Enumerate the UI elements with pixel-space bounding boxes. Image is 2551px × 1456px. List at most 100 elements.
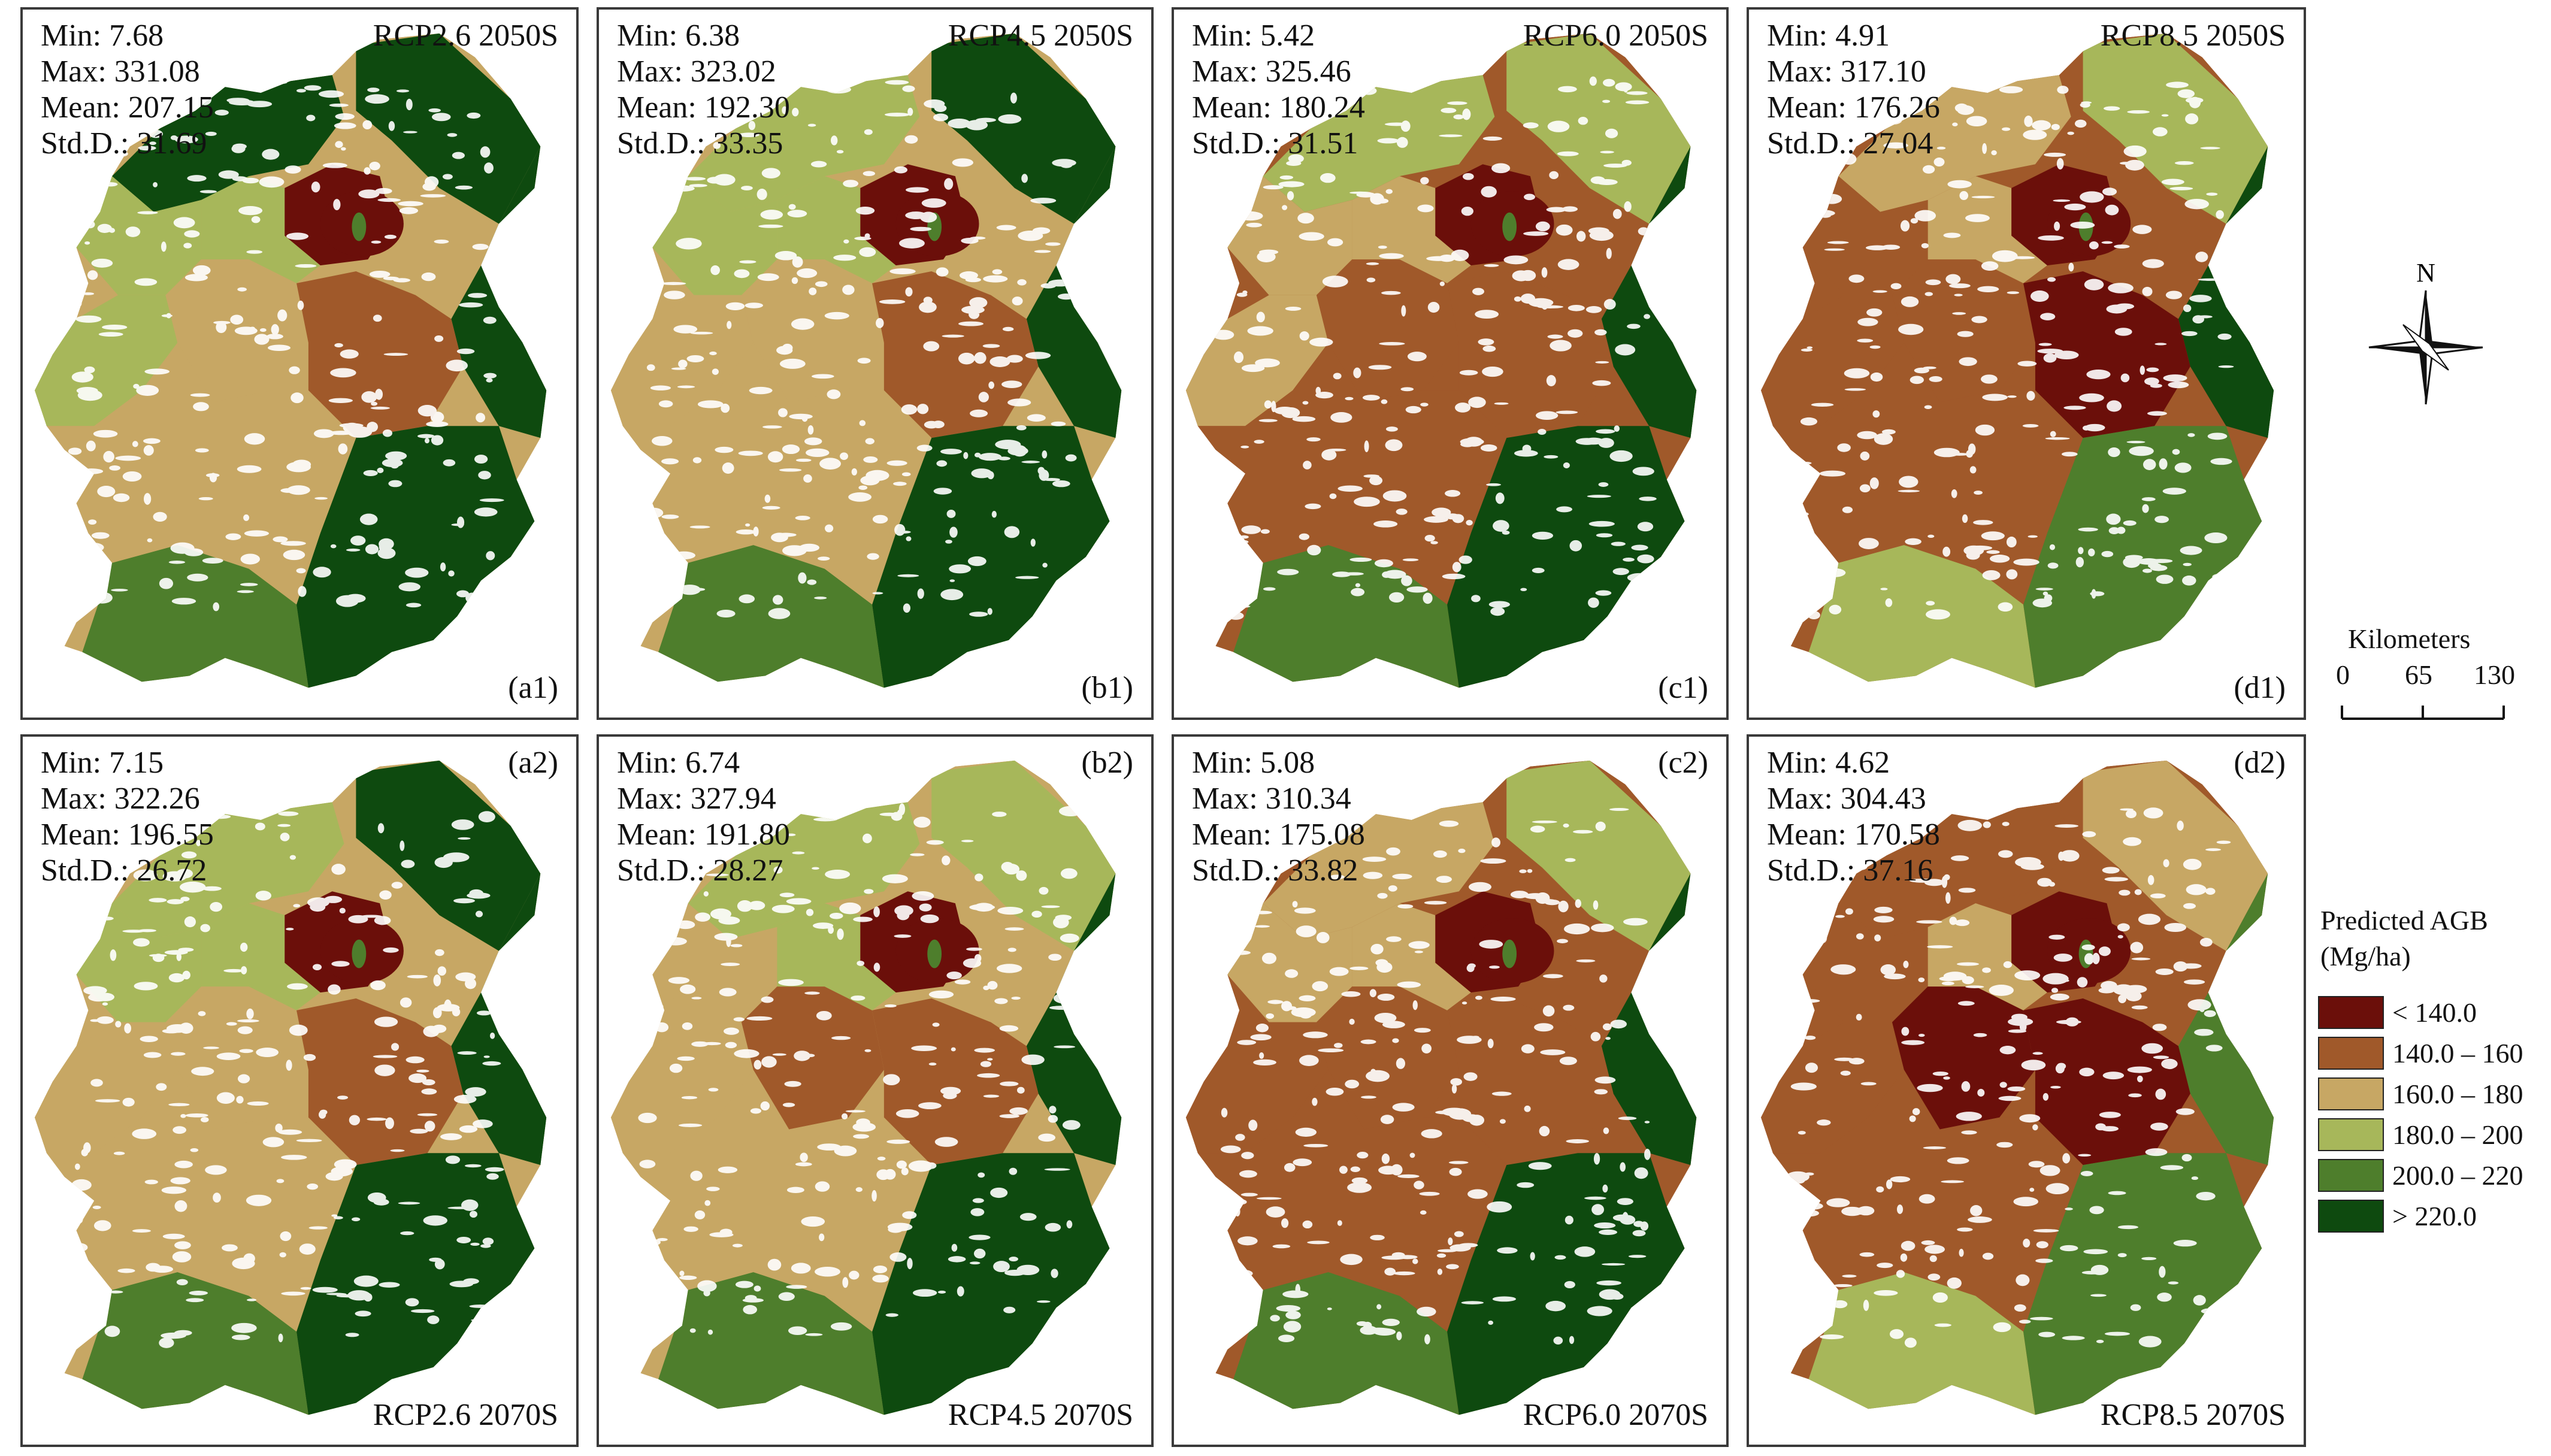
map-panel-a2: Min: 7.15 Max: 322.26 Mean: 196.55 Std.D.: … — [20, 734, 579, 1447]
stat-max: Max: 304.43 — [1767, 782, 1926, 816]
map-region-10 — [201, 903, 320, 1010]
stat-std: Std.D.: 31.51 — [1192, 126, 1358, 161]
map-nonforest-gaps — [65, 80, 504, 612]
map-region-5 — [1808, 544, 2035, 688]
map-region-8 — [296, 998, 464, 1166]
map-nonforest-gaps — [1789, 81, 2237, 620]
panel-stats: Min: 6.74 Max: 327.94 Mean: 191.80 Std.D.: … — [617, 745, 790, 889]
map-panel-c1: Min: 5.42 Max: 325.46 Mean: 180.24 Std.D.: … — [1172, 7, 1729, 720]
map-region-11 — [296, 426, 535, 688]
panel-stats: Min: 7.68 Max: 331.08 Mean: 207.15 Std.D.: … — [41, 18, 214, 162]
north-arrow-diag2 — [2402, 324, 2449, 371]
legend-item: 160.0 – 180 — [2318, 1076, 2523, 1112]
stat-mean: Mean: 180.24 — [1192, 90, 1365, 125]
map-lake — [927, 939, 942, 968]
stat-min: Min: 5.42 — [1192, 19, 1315, 53]
legend-swatch — [2318, 1199, 2384, 1233]
legend-item: > 220.0 — [2318, 1198, 2477, 1234]
scenario-label: RCP4.5 2070S — [948, 1398, 1133, 1432]
stat-min: Min: 4.62 — [1767, 746, 1890, 780]
stat-max: Max: 323.02 — [617, 55, 776, 89]
scale-bar-title: Kilometers — [2348, 623, 2471, 654]
stat-mean: Mean: 170.58 — [1767, 818, 1940, 852]
legend-swatch — [2318, 1158, 2384, 1192]
panel-label: (b2) — [1081, 746, 1133, 780]
stat-std: Std.D.: 33.82 — [1192, 853, 1358, 888]
map-lake — [1502, 939, 1517, 968]
map-region-8 — [872, 998, 1039, 1166]
map-region-1 — [2083, 33, 2268, 224]
scenario-label: RCP6.0 2070S — [1523, 1398, 1708, 1432]
agb-map-a1 — [34, 33, 547, 688]
map-region-1 — [356, 33, 541, 224]
scenario-label: RCP6.0 2050S — [1523, 19, 1708, 53]
map-region-10 — [1352, 903, 1471, 1010]
map-region-7 — [741, 259, 884, 402]
map-region-12 — [622, 343, 932, 605]
stat-min: Min: 4.91 — [1767, 19, 1890, 53]
stat-max: Max: 310.34 — [1192, 782, 1351, 816]
map-region-1 — [2083, 760, 2268, 951]
stat-min: Min: 7.68 — [41, 19, 164, 53]
legend-item: 140.0 – 160 — [2318, 1035, 2523, 1071]
map-region-1 — [1506, 33, 1691, 224]
scenario-label: RCP8.5 2070S — [2100, 1398, 2286, 1432]
legend-item: 180.0 – 200 — [2318, 1116, 2523, 1152]
map-panel-a1: Min: 7.68 Max: 331.08 Mean: 207.15 Std.D.: … — [20, 7, 579, 720]
legend-label: < 140.0 — [2392, 997, 2477, 1028]
map-region-11 — [872, 1153, 1110, 1415]
map-region-6 — [1760, 1022, 1904, 1154]
map-region-3 — [76, 903, 202, 1022]
map-region-11 — [2023, 1153, 2262, 1415]
map-region-3 — [1227, 903, 1352, 1022]
map-region-2 — [1838, 802, 2071, 939]
stat-std: Std.D.: 26.72 — [41, 853, 207, 888]
map-nonforest-gaps — [637, 803, 1083, 1339]
legend-label: 180.0 – 200 — [2392, 1119, 2523, 1150]
stat-max: Max: 317.10 — [1767, 55, 1926, 89]
map-region-10 — [201, 176, 320, 283]
stat-max: Max: 327.94 — [617, 782, 776, 816]
map-region-6 — [1185, 1022, 1329, 1154]
panel-stats: Min: 4.91 Max: 317.10 Mean: 176.26 Std.D.: … — [1767, 18, 1940, 162]
map-region-5 — [82, 1272, 308, 1415]
map-lake — [352, 212, 367, 241]
panel-stats: Min: 7.15 Max: 322.26 Mean: 196.55 Std.D.: … — [41, 745, 214, 889]
map-panel-c2: Min: 5.08 Max: 310.34 Mean: 175.08 Std.D.: … — [1172, 734, 1729, 1447]
map-region-6 — [34, 295, 178, 426]
agb-map-d1 — [1760, 33, 2274, 688]
stat-mean: Mean: 192.30 — [617, 90, 790, 125]
panel-label: (a1) — [508, 671, 558, 705]
panel-label: (b1) — [1081, 671, 1133, 705]
stat-mean: Mean: 207.15 — [41, 90, 214, 125]
map-region-2 — [1838, 75, 2071, 212]
scale-tick-65: 65 — [2405, 659, 2432, 690]
stat-min: Min: 6.38 — [617, 19, 740, 53]
map-lake — [1502, 212, 1517, 241]
map-region-7 — [1892, 986, 2035, 1130]
stat-std: Std.D.: 28.27 — [617, 853, 783, 888]
panel-label: (d2) — [2234, 746, 2286, 780]
scale-tick-0: 0 — [2336, 659, 2350, 690]
map-region-2 — [1263, 802, 1495, 939]
scenario-label: RCP2.6 2070S — [373, 1398, 558, 1432]
north-label: N — [2416, 258, 2435, 287]
stat-std: Std.D.: 33.35 — [617, 126, 783, 161]
agb-map-b2 — [610, 760, 1122, 1415]
scale-bar-graphic — [2341, 706, 2505, 720]
legend-unit: (Mg/ha) — [2320, 941, 2411, 971]
map-region-6 — [1760, 295, 1904, 426]
scale-bar: Kilometers 0 65 130 — [2324, 623, 2540, 743]
map-region-10 — [1927, 903, 2047, 1010]
stat-max: Max: 331.08 — [41, 55, 200, 89]
agb-map-c2 — [1185, 760, 1697, 1415]
legend-item: 200.0 – 220 — [2318, 1157, 2523, 1193]
panel-stats: Min: 6.38 Max: 323.02 Mean: 192.30 Std.D.: … — [617, 18, 790, 162]
map-lake — [352, 939, 367, 968]
map-region-12 — [46, 1070, 356, 1332]
stat-std: Std.D.: 37.16 — [1767, 853, 1933, 888]
stat-mean: Mean: 175.08 — [1192, 818, 1365, 852]
stat-mean: Mean: 191.80 — [617, 818, 790, 852]
stat-min: Min: 7.15 — [41, 746, 164, 780]
